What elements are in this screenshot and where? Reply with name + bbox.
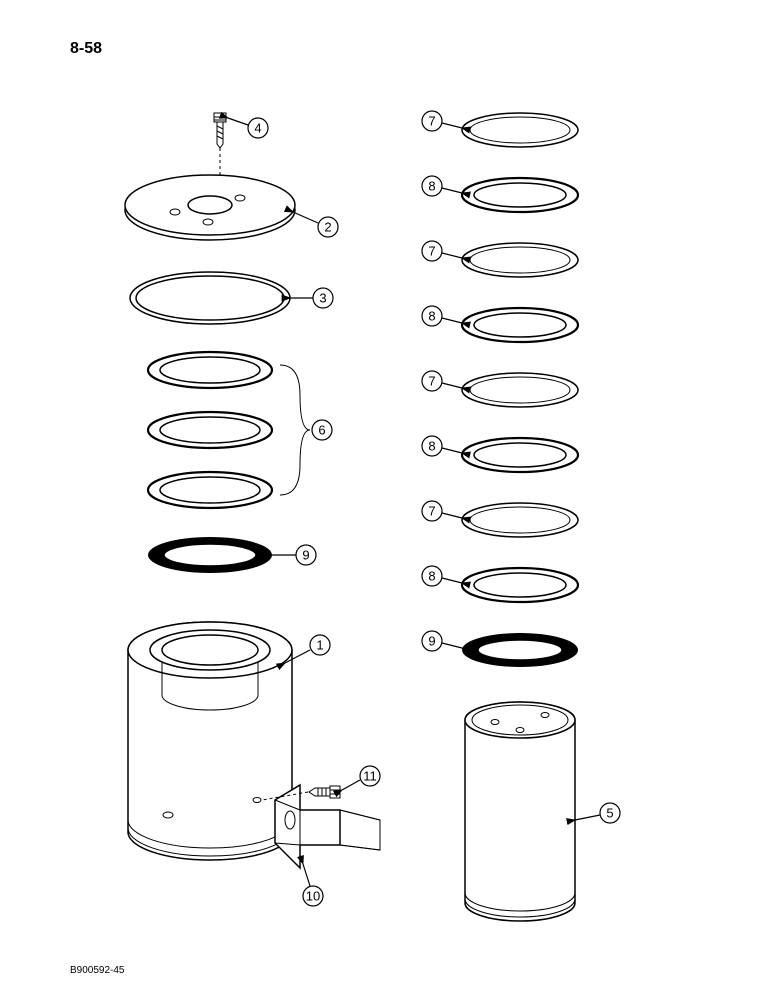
callout-11-label: 11 bbox=[363, 769, 377, 784]
callout-5-label: 5 bbox=[606, 806, 613, 821]
callout-7d-label: 7 bbox=[428, 504, 435, 519]
callout-1-label: 1 bbox=[316, 638, 323, 653]
part-large-oring bbox=[130, 272, 290, 324]
part-bolt bbox=[214, 113, 226, 148]
part-outer-rings bbox=[148, 352, 272, 508]
ring-stack-right bbox=[462, 113, 578, 667]
callout-9l-label: 9 bbox=[302, 548, 309, 563]
part-bracket-screw bbox=[309, 786, 340, 798]
callout-4-label: 4 bbox=[254, 121, 261, 136]
part-housing bbox=[128, 622, 292, 860]
page: { "page_number": "8-58", "drawing_number… bbox=[0, 0, 772, 1000]
callout-8c-label: 8 bbox=[428, 439, 435, 454]
callout-7c-label: 7 bbox=[428, 374, 435, 389]
callout-8d-label: 8 bbox=[428, 569, 435, 584]
callout-9r-label: 9 bbox=[428, 634, 435, 649]
part-inner-cylinder bbox=[465, 702, 575, 921]
part-stop-bracket bbox=[275, 785, 380, 868]
part-cover-plate bbox=[125, 175, 295, 240]
callout-10-label: 10 bbox=[306, 889, 320, 904]
exploded-view-diagram: 4 2 3 6 9 1 11 10 7 8 7 8 7 8 7 8 9 5 bbox=[0, 0, 772, 1000]
callout-6-label: 6 bbox=[318, 423, 325, 438]
callout-7b-label: 7 bbox=[428, 244, 435, 259]
callout-8a-label: 8 bbox=[428, 179, 435, 194]
callout-8b-label: 8 bbox=[428, 309, 435, 324]
part-retaining-ring-left bbox=[148, 537, 272, 573]
callout-7a-label: 7 bbox=[428, 114, 435, 129]
callout-2-label: 2 bbox=[324, 220, 331, 235]
callout-3-label: 3 bbox=[319, 291, 326, 306]
